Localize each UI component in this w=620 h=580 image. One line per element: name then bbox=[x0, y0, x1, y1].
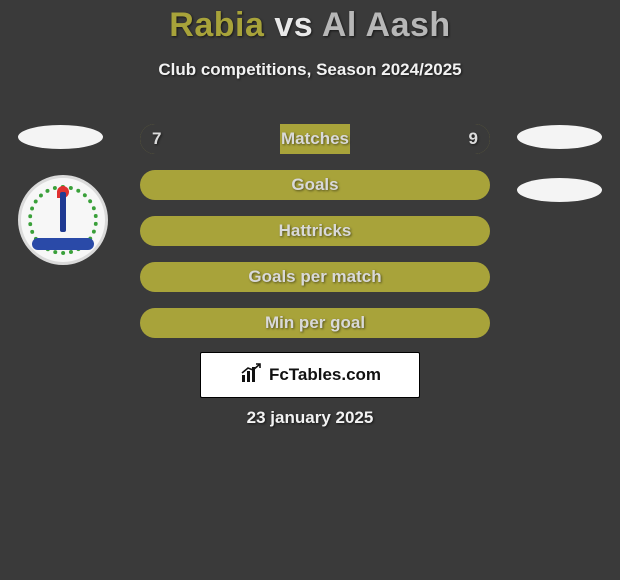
bar-label: Goals per match bbox=[140, 262, 490, 292]
crest-ribbon-icon bbox=[32, 238, 94, 250]
subtitle: Club competitions, Season 2024/2025 bbox=[0, 60, 620, 80]
stat-bars: Matches7 9 Goals Hattricks Goals per match Mi… bbox=[140, 124, 490, 354]
fctables-badge: FcTables.com bbox=[200, 352, 420, 398]
bar-label: Matches bbox=[140, 124, 490, 154]
snapshot-date: 23 january 2025 bbox=[0, 408, 620, 428]
crest-torch-icon bbox=[60, 192, 66, 232]
stat-bar-goals: Goals bbox=[140, 170, 490, 200]
bar-value-left: 7 bbox=[152, 124, 161, 154]
bar-label: Hattricks bbox=[140, 216, 490, 246]
fctables-label: FcTables.com bbox=[269, 365, 381, 385]
stat-bar-goals-per-match: Goals per match bbox=[140, 262, 490, 292]
stat-bar-hattricks: Hattricks bbox=[140, 216, 490, 246]
bar-label: Min per goal bbox=[140, 308, 490, 338]
right-placeholder-oval-1 bbox=[517, 125, 602, 149]
right-placeholder-oval-2 bbox=[517, 178, 602, 202]
title-vs: vs bbox=[274, 6, 313, 44]
title-team-b: Al Aash bbox=[322, 6, 451, 44]
stat-bar-min-per-goal: Min per goal bbox=[140, 308, 490, 338]
team-crest bbox=[18, 175, 108, 265]
bar-value-right: 9 bbox=[469, 124, 478, 154]
left-placeholder-oval-1 bbox=[18, 125, 103, 149]
bar-chart-icon bbox=[239, 361, 263, 390]
title-team-a: Rabia bbox=[169, 6, 264, 44]
comparison-infographic: Rabia vs Al Aash Club competitions, Seas… bbox=[0, 0, 620, 580]
bar-label: Goals bbox=[140, 170, 490, 200]
stat-bar-matches: Matches7 9 bbox=[140, 124, 490, 154]
page-title: Rabia vs Al Aash bbox=[0, 6, 620, 45]
